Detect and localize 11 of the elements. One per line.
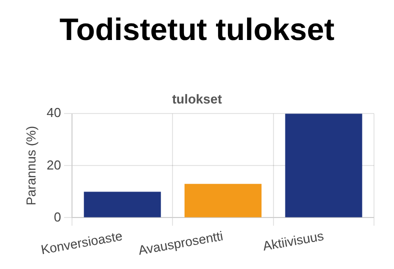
- x-tick-label: Aktiivisuus: [262, 228, 326, 254]
- y-tick-label: 40: [46, 105, 62, 120]
- y-tick-label: 0: [54, 209, 62, 224]
- chart-title: Todistetut tulokset: [58, 12, 336, 48]
- bar: [184, 184, 262, 218]
- y-tick-label: 20: [46, 157, 62, 172]
- bar: [84, 192, 161, 218]
- bar: [285, 114, 362, 218]
- y-axis-title: Parannus (%): [23, 126, 38, 206]
- chart-subtitle: tulokset: [172, 91, 223, 106]
- x-tick-label: Konversioaste: [40, 228, 124, 258]
